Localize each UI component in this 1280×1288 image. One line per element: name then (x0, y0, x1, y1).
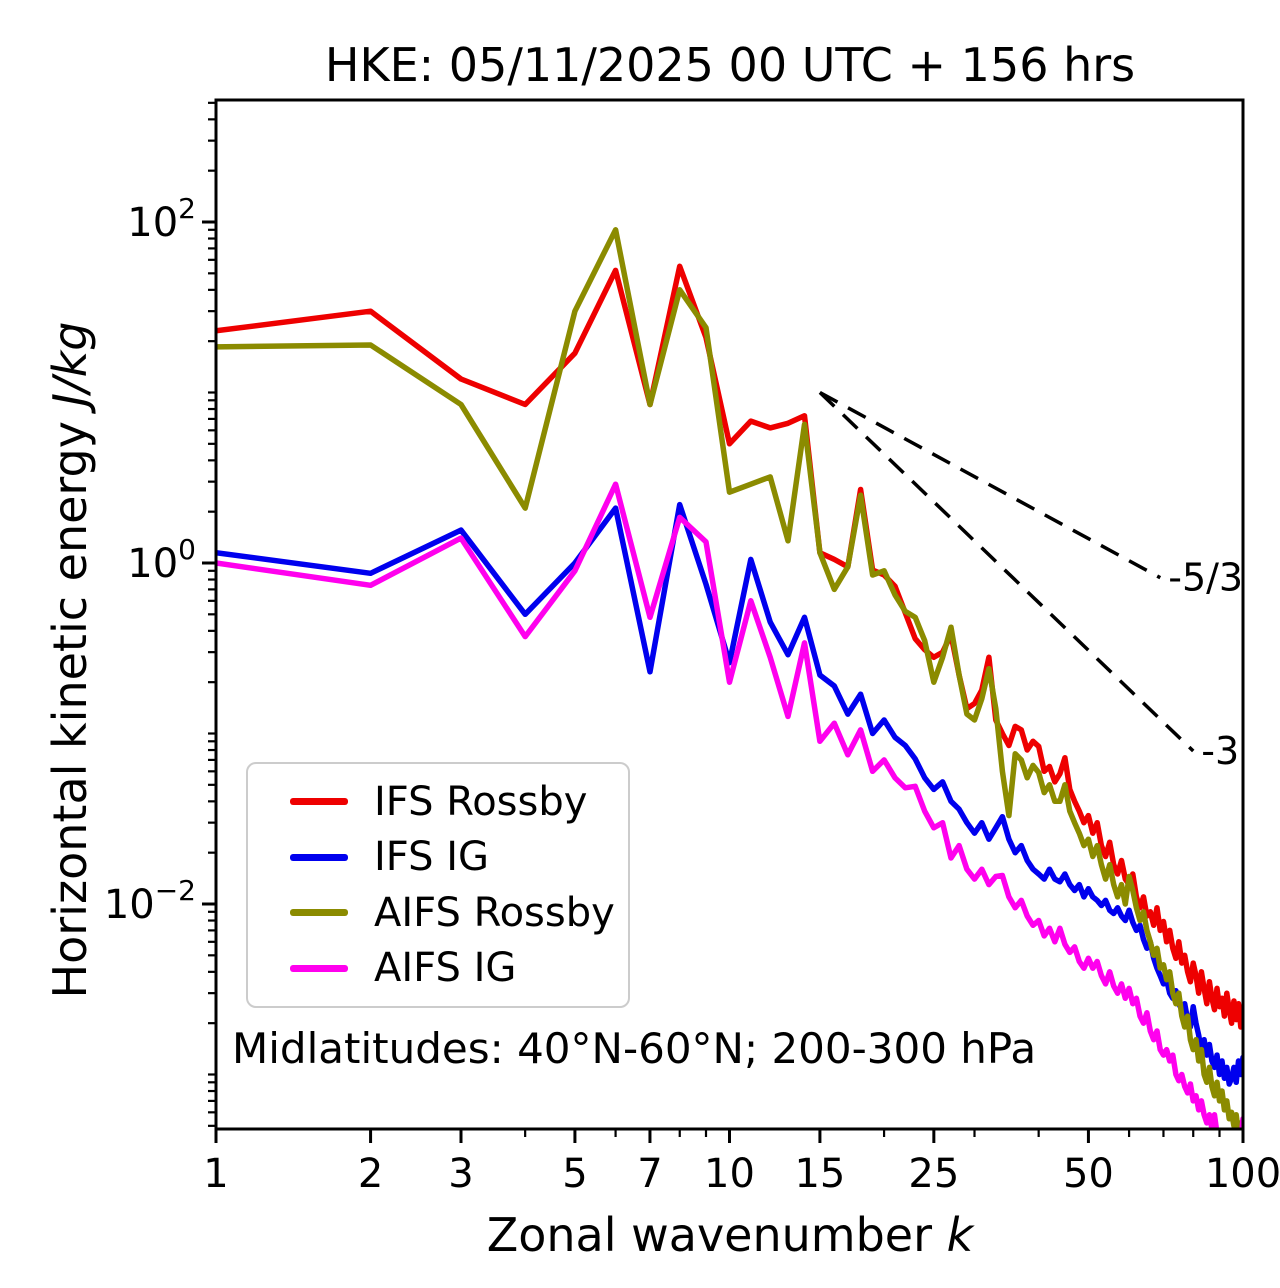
slope-guide-label--5/3: -5/3 (1168, 556, 1243, 600)
x-tick-label: 100 (1205, 1151, 1280, 1197)
region-annotation: Midlatitudes: 40°N-60°N; 200-300 hPa (232, 1024, 1037, 1073)
x-tick-label: 5 (562, 1151, 587, 1197)
x-tick-label: 7 (637, 1151, 662, 1197)
legend-line-aifs-rossby (290, 909, 348, 917)
series-line-aifs-rossby (216, 227, 1243, 1129)
x-axis-label-symbol: k (946, 1208, 974, 1262)
legend: IFS Rossby IFS IG AIFS Rossby AIFS IG (246, 762, 630, 1008)
x-tick-label: 15 (794, 1151, 845, 1197)
legend-label-aifs-rossby: AIFS Rossby (374, 889, 615, 936)
slope-guide--5/3 (819, 390, 1162, 580)
slope-guide--3 (818, 391, 1195, 753)
x-tick-label: 2 (358, 1151, 383, 1197)
y-axis-label-text: Horizontal kinetic energy (43, 406, 97, 999)
x-tick-label: 10 (704, 1151, 755, 1197)
x-tick-label: 1 (203, 1151, 228, 1197)
legend-line-ifs-ig (290, 853, 348, 861)
x-axis-label-text: Zonal wavenumber (486, 1208, 947, 1262)
legend-label-ifs-ig: IFS IG (374, 834, 489, 881)
legend-label-aifs-ig: AIFS IG (374, 945, 517, 992)
legend-item-aifs-rossby: AIFS Rossby (248, 887, 628, 939)
legend-line-aifs-ig (290, 964, 348, 972)
series-line-ifs-ig (216, 501, 1243, 1087)
legend-item-aifs-ig: AIFS IG (248, 942, 628, 994)
y-axis-label: Horizontal kinetic energy J/kg (43, 322, 97, 999)
x-tick-label: 3 (448, 1151, 473, 1197)
series-line-aifs-ig (216, 481, 1243, 1129)
x-tick-label: 50 (1063, 1151, 1114, 1197)
y-tick-label: 102 (127, 192, 196, 246)
chart-title: HKE: 05/11/2025 00 UTC + 156 hrs (324, 38, 1136, 92)
legend-item-ifs-ig: IFS IG (248, 831, 628, 883)
y-tick-label: 10−2 (104, 874, 196, 928)
legend-item-ifs-rossby: IFS Rossby (248, 776, 628, 828)
x-tick-label: 25 (908, 1151, 959, 1197)
y-axis-label-symbol: J/kg (43, 321, 97, 407)
slope-guide-label--3: -3 (1201, 729, 1239, 773)
legend-label-ifs-rossby: IFS Rossby (374, 778, 588, 825)
legend-line-ifs-rossby (290, 798, 348, 806)
y-tick-label: 100 (127, 533, 196, 587)
x-axis-label: Zonal wavenumber k (216, 1208, 1244, 1262)
series-group (216, 227, 1243, 1129)
